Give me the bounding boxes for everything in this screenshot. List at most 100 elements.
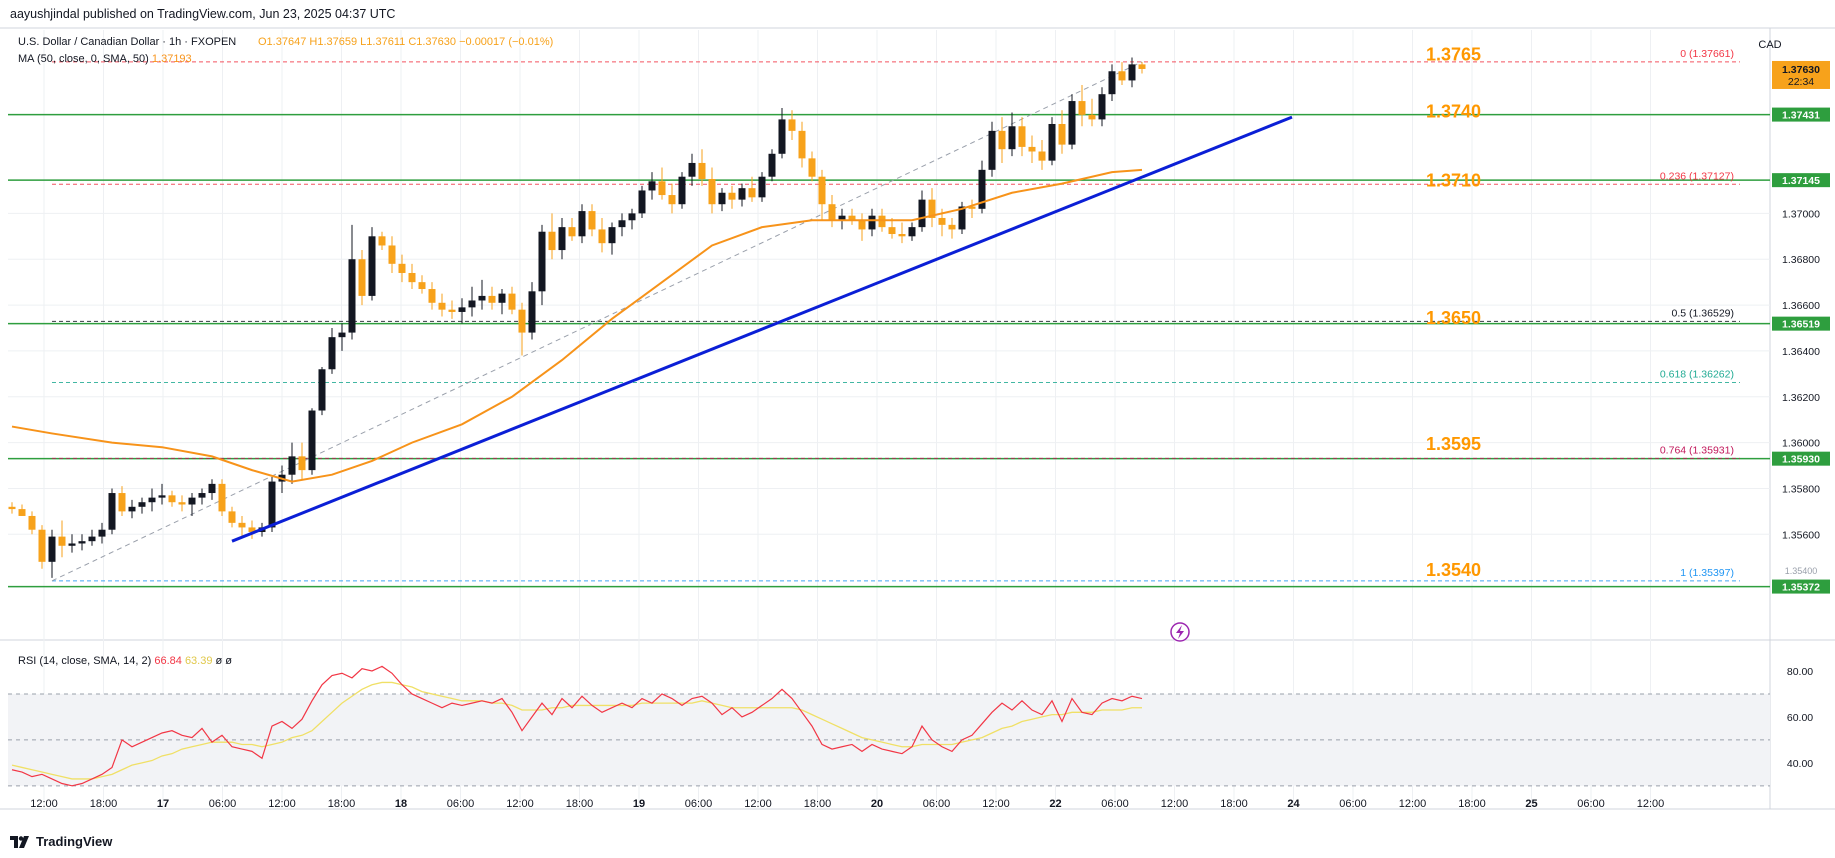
candle[interactable]: [38, 525, 46, 569]
candle[interactable]: [208, 479, 216, 500]
candle[interactable]: [648, 172, 656, 200]
candle[interactable]: [818, 169, 826, 221]
candle[interactable]: [828, 195, 836, 228]
candle[interactable]: [668, 183, 676, 214]
candle[interactable]: [788, 110, 796, 141]
candle[interactable]: [968, 199, 976, 218]
candle[interactable]: [68, 534, 76, 553]
rsi-line[interactable]: [11, 665, 1143, 787]
candle[interactable]: [328, 328, 336, 374]
candle[interactable]: [388, 236, 396, 273]
candle[interactable]: [768, 149, 776, 182]
candle[interactable]: [268, 477, 276, 533]
candle[interactable]: [838, 208, 846, 230]
candle[interactable]: [358, 250, 366, 306]
candle[interactable]: [808, 151, 816, 182]
rsi-ma-line[interactable]: [11, 681, 1142, 780]
candle[interactable]: [338, 323, 346, 351]
candle[interactable]: [568, 217, 576, 241]
candle[interactable]: [238, 515, 246, 537]
candle[interactable]: [728, 185, 736, 209]
candle[interactable]: [948, 217, 956, 239]
candle[interactable]: [168, 490, 176, 507]
candle[interactable]: [228, 506, 236, 528]
candle[interactable]: [858, 213, 866, 241]
candle[interactable]: [428, 282, 436, 310]
candle[interactable]: [118, 486, 126, 516]
moving-average-line[interactable]: [11, 168, 1143, 483]
candle[interactable]: [408, 263, 416, 290]
candle[interactable]: [468, 286, 476, 317]
candle[interactable]: [78, 534, 86, 551]
candle[interactable]: [108, 488, 116, 535]
candle[interactable]: [628, 208, 636, 230]
candle[interactable]: [748, 176, 756, 202]
candle[interactable]: [908, 222, 916, 241]
candle[interactable]: [918, 190, 926, 232]
candle[interactable]: [1108, 64, 1116, 102]
candle[interactable]: [1068, 94, 1076, 150]
candle[interactable]: [598, 217, 606, 253]
candle[interactable]: [488, 286, 496, 310]
candle[interactable]: [1078, 85, 1086, 127]
candle[interactable]: [458, 298, 466, 324]
candle[interactable]: [958, 201, 966, 235]
bullish-trendline[interactable]: [231, 115, 1293, 543]
candle[interactable]: [1018, 117, 1026, 157]
candle[interactable]: [248, 520, 256, 539]
candle[interactable]: [688, 153, 696, 186]
candle[interactable]: [698, 149, 706, 186]
rsi-panel[interactable]: 80.00 60.00 40.00: [8, 665, 1813, 787]
candle[interactable]: [558, 217, 566, 260]
candle[interactable]: [378, 231, 386, 251]
candle[interactable]: [438, 293, 446, 317]
candle[interactable]: [868, 208, 876, 237]
candle[interactable]: [578, 204, 586, 244]
chart-overlays[interactable]: [11, 115, 1293, 543]
time-axis[interactable]: 12:00 18:00 17 06:00 12:00 18:00 18 06:00 12:00 1…: [30, 798, 1664, 810]
candle[interactable]: [1098, 87, 1106, 127]
candle[interactable]: [58, 520, 66, 558]
candle[interactable]: [608, 222, 616, 255]
candle[interactable]: [998, 117, 1006, 163]
candle[interactable]: [988, 121, 996, 177]
flash-icon[interactable]: [1170, 622, 1190, 642]
candle[interactable]: [88, 529, 96, 546]
fibonacci-retracement[interactable]: 0 (1.37661) 0.236 (1.37127) 0.5 (1.36529) 0…: [51, 48, 1817, 582]
candle[interactable]: [188, 493, 196, 516]
candle[interactable]: [618, 213, 626, 237]
candle[interactable]: [478, 279, 486, 310]
candle[interactable]: [638, 185, 646, 218]
candle[interactable]: [308, 408, 316, 475]
candle[interactable]: [198, 488, 206, 505]
candle[interactable]: [318, 366, 326, 416]
candle[interactable]: [708, 167, 716, 214]
candle[interactable]: [1028, 135, 1036, 163]
candle[interactable]: [398, 254, 406, 283]
candle[interactable]: [98, 522, 106, 544]
candle[interactable]: [1048, 117, 1056, 166]
candle[interactable]: [138, 497, 146, 514]
candle[interactable]: [48, 529, 56, 578]
candlestick-series[interactable]: [8, 57, 1146, 578]
candle[interactable]: [1008, 112, 1016, 157]
candle[interactable]: [718, 188, 726, 212]
candle[interactable]: [538, 224, 546, 306]
candle[interactable]: [678, 172, 686, 209]
candle[interactable]: [288, 442, 296, 484]
candle[interactable]: [738, 183, 746, 207]
candle[interactable]: [1128, 57, 1136, 88]
candle[interactable]: [1088, 98, 1096, 127]
fib-diagonal[interactable]: [51, 61, 1143, 582]
price-axis[interactable]: 1.37000 1.36800 1.36600 1.36400 1.36200 1.360…: [1772, 60, 1830, 541]
candle[interactable]: [1058, 110, 1066, 154]
candle[interactable]: [928, 188, 936, 228]
candle[interactable]: [418, 275, 426, 294]
candle[interactable]: [978, 160, 986, 214]
candle[interactable]: [1138, 62, 1146, 74]
candle[interactable]: [178, 495, 186, 512]
candle[interactable]: [28, 511, 36, 535]
candle[interactable]: [848, 208, 856, 225]
last-price-tag[interactable]: [1772, 60, 1830, 89]
